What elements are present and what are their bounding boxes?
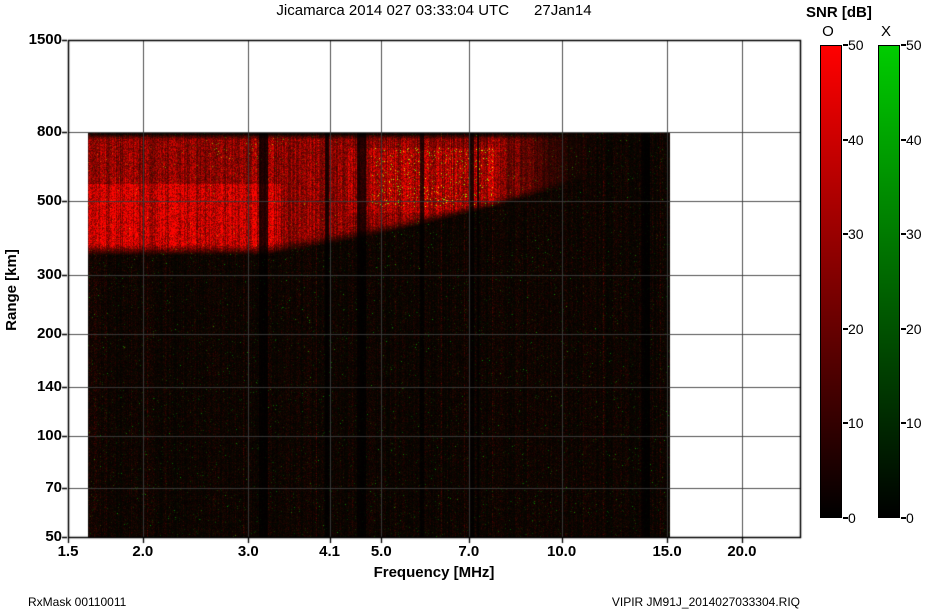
x-axis-tick-label: 20.0	[727, 543, 757, 560]
footer-filename: VIPIR JM91J_2014027033304.RIQ	[611, 595, 800, 609]
colorbar-x-tick-label: 10	[906, 415, 922, 432]
colorbar-title: SNR [dB]	[806, 4, 872, 21]
x-axis-tick-label: 1.5	[57, 543, 79, 560]
colorbar-x-tick-label: 0	[906, 510, 914, 526]
y-axis-tick-label: 800	[36, 122, 62, 140]
x-axis-tick-label: 5.0	[370, 543, 392, 560]
colorbar-o-tick-mark	[843, 44, 848, 46]
x-axis-tick-label: 3.0	[237, 543, 259, 560]
colorbar-o-gradient	[820, 45, 842, 518]
y-axis-tick-label: 140	[36, 377, 62, 395]
colorbar-x-tick-label: 50	[906, 37, 922, 53]
x-axis-tick-label: 7.0	[458, 543, 480, 560]
colorbar-x-tick-mark	[901, 327, 906, 330]
x-axis-tick-label: 10.0	[546, 543, 577, 560]
y-axis-tick-label: 70	[45, 478, 62, 496]
y-axis-tick-label: 200	[36, 325, 62, 343]
colorbar-x-tick-label: 30	[906, 226, 922, 243]
colorbar-x-tick-mark	[901, 517, 906, 519]
colorbar-o-tick-label: 50	[848, 37, 864, 53]
colorbar-o-tick-label: 10	[848, 415, 864, 432]
y-axis-tick-label: 100	[36, 426, 62, 444]
x-axis-label: Frequency [MHz]	[373, 564, 495, 581]
colorbar-o-tick-label: 40	[848, 131, 864, 148]
colorbar-o-tick-mark	[843, 422, 848, 425]
y-axis-tick-label: 50	[45, 528, 62, 545]
colorbar-x-channel-label: X	[880, 23, 891, 40]
colorbar-o-tick-mark	[843, 233, 848, 236]
colorbar-o-tick-mark	[843, 327, 848, 330]
colorbar-x-tick-mark	[901, 233, 906, 236]
colorbar-x-tick-mark	[901, 138, 906, 141]
footer-rxmask: RxMask 00110011	[28, 595, 127, 609]
y-axis-tick-label: 500	[36, 191, 62, 209]
colorbar-o-tick-label: 30	[848, 226, 864, 243]
plot-title: Jicamarca 2014 027 03:33:04 UTC 27Jan14	[276, 2, 592, 19]
colorbar-x-gradient	[878, 45, 900, 518]
x-axis-tick-label: 4.1	[319, 543, 341, 560]
colorbar-x-tick-label: 40	[906, 131, 922, 148]
colorbar-x-tick-mark	[901, 422, 906, 425]
colorbar-o-tick-mark	[843, 138, 848, 141]
colorbar-o-tick-label: 0	[848, 510, 856, 526]
y-axis-tick-label: 1500	[28, 31, 62, 48]
colorbar-o-channel-label: O	[822, 23, 834, 40]
colorbar-o-tick-mark	[843, 517, 848, 519]
colorbar-o-tick-label: 20	[848, 320, 864, 337]
colorbar-x-tick-label: 20	[906, 320, 922, 337]
y-axis-tick-label: 300	[36, 266, 62, 284]
x-axis-tick-label: 15.0	[652, 543, 682, 560]
colorbar-x-tick-mark	[901, 44, 906, 46]
x-axis-tick-label: 2.0	[132, 543, 154, 560]
